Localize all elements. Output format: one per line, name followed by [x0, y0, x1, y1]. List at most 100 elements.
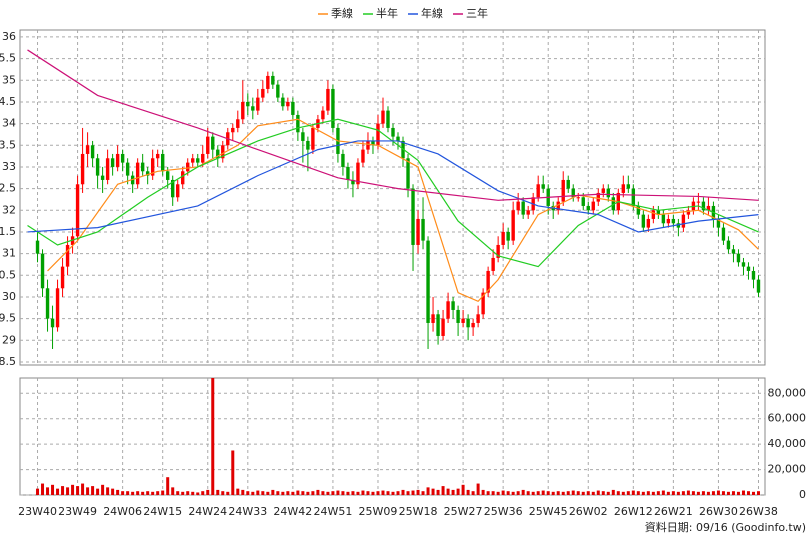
candle-body: [35, 240, 40, 254]
y-tick-label: 2.5: [0, 182, 16, 195]
x-tick-label: 25W27: [444, 505, 483, 518]
volume-bar: [446, 488, 450, 495]
volume-bar: [421, 491, 425, 495]
ma-line: [27, 49, 759, 201]
volume-bar: [691, 491, 695, 495]
candle-body: [201, 153, 205, 163]
candle-body: [736, 253, 741, 263]
x-tick-label: 24W42: [273, 505, 312, 518]
candle-body: [696, 201, 701, 203]
candle-body: [556, 201, 560, 211]
candle-body: [140, 162, 145, 172]
x-tick-label: 26W12: [614, 505, 653, 518]
candle-body: [471, 322, 475, 328]
volume-bar: [751, 491, 755, 495]
candle-body: [181, 171, 185, 185]
volume-bar: [301, 491, 305, 495]
candle-body: [100, 175, 105, 180]
candle-body: [621, 184, 626, 193]
candle-body: [80, 153, 85, 185]
volume-bar: [701, 491, 705, 495]
candle-body: [481, 292, 485, 315]
volume-tick-label: 40,000: [768, 437, 807, 450]
volume-bar: [411, 490, 415, 495]
y-tick-label: 1.5: [0, 225, 16, 238]
volume-bar: [286, 491, 290, 495]
volume-bar: [341, 491, 345, 495]
volume-bar: [186, 491, 190, 495]
candle-body: [326, 88, 330, 111]
x-tick-label: 23W49: [58, 505, 97, 518]
volume-bar: [651, 491, 655, 495]
candle-body: [611, 197, 615, 211]
candle-body: [50, 318, 55, 328]
candle-body: [586, 205, 590, 211]
volume-bar: [511, 491, 515, 495]
volume-bar: [501, 490, 505, 495]
candle-body: [125, 162, 130, 176]
candle-body: [311, 127, 315, 150]
candle-body: [40, 253, 45, 289]
volume-bar: [151, 491, 155, 495]
candle-body: [701, 201, 706, 211]
candle-body: [321, 110, 325, 120]
candle-body: [606, 188, 610, 198]
candle-body: [291, 101, 295, 115]
volume-bar: [81, 483, 85, 495]
candle-body: [591, 201, 595, 211]
volume-bar: [331, 491, 335, 495]
volume-bar: [196, 492, 200, 495]
volume-bar: [141, 491, 145, 495]
candle-body: [150, 158, 155, 176]
volume-bar: [346, 491, 350, 495]
candle-body: [716, 218, 721, 228]
candle-body: [441, 318, 445, 336]
candle-body: [176, 184, 180, 198]
candle-body: [476, 314, 480, 323]
candle-body: [406, 158, 410, 189]
volume-bar: [396, 491, 400, 495]
candle-body: [361, 149, 365, 163]
candle-body: [426, 240, 430, 323]
volume-bar: [556, 491, 560, 495]
candle-body: [65, 244, 70, 267]
candle-body: [536, 184, 540, 198]
volume-bar: [161, 490, 165, 495]
candle-body: [671, 218, 676, 224]
candle-body: [636, 205, 641, 215]
volume-bar: [296, 490, 300, 495]
y-tick-label: 33: [2, 160, 16, 173]
candle-body: [446, 301, 450, 319]
volume-bar: [596, 490, 600, 495]
candle-body: [661, 214, 666, 224]
candle-body: [756, 279, 761, 293]
volume-bar: [426, 487, 430, 495]
volume-bar: [171, 487, 175, 495]
volume-frame: [19, 377, 766, 496]
volume-bar: [581, 491, 585, 495]
volume-bar: [606, 491, 610, 495]
candle-body: [105, 158, 110, 180]
candle-body: [346, 166, 350, 180]
volume-bar: [261, 491, 265, 495]
candle-body: [626, 184, 631, 189]
volume-bar: [381, 490, 385, 495]
candle-body: [681, 214, 686, 228]
volume-bar: [306, 491, 310, 495]
candle-body: [501, 231, 505, 245]
volume-bar: [116, 489, 120, 495]
ma-line: [47, 118, 759, 303]
candle-body: [741, 262, 746, 267]
candle-body: [110, 158, 115, 167]
candle-body: [601, 188, 605, 193]
y-tick-label: 30: [2, 290, 16, 303]
volume-bar: [166, 477, 170, 495]
candle-body: [436, 314, 440, 336]
candle-body: [120, 153, 125, 163]
volume-bar: [496, 491, 500, 495]
y-tick-label: 3.5: [0, 138, 16, 151]
x-tick-label: 23W40: [18, 505, 57, 518]
candle-body: [411, 188, 415, 245]
volume-bar: [416, 489, 420, 495]
